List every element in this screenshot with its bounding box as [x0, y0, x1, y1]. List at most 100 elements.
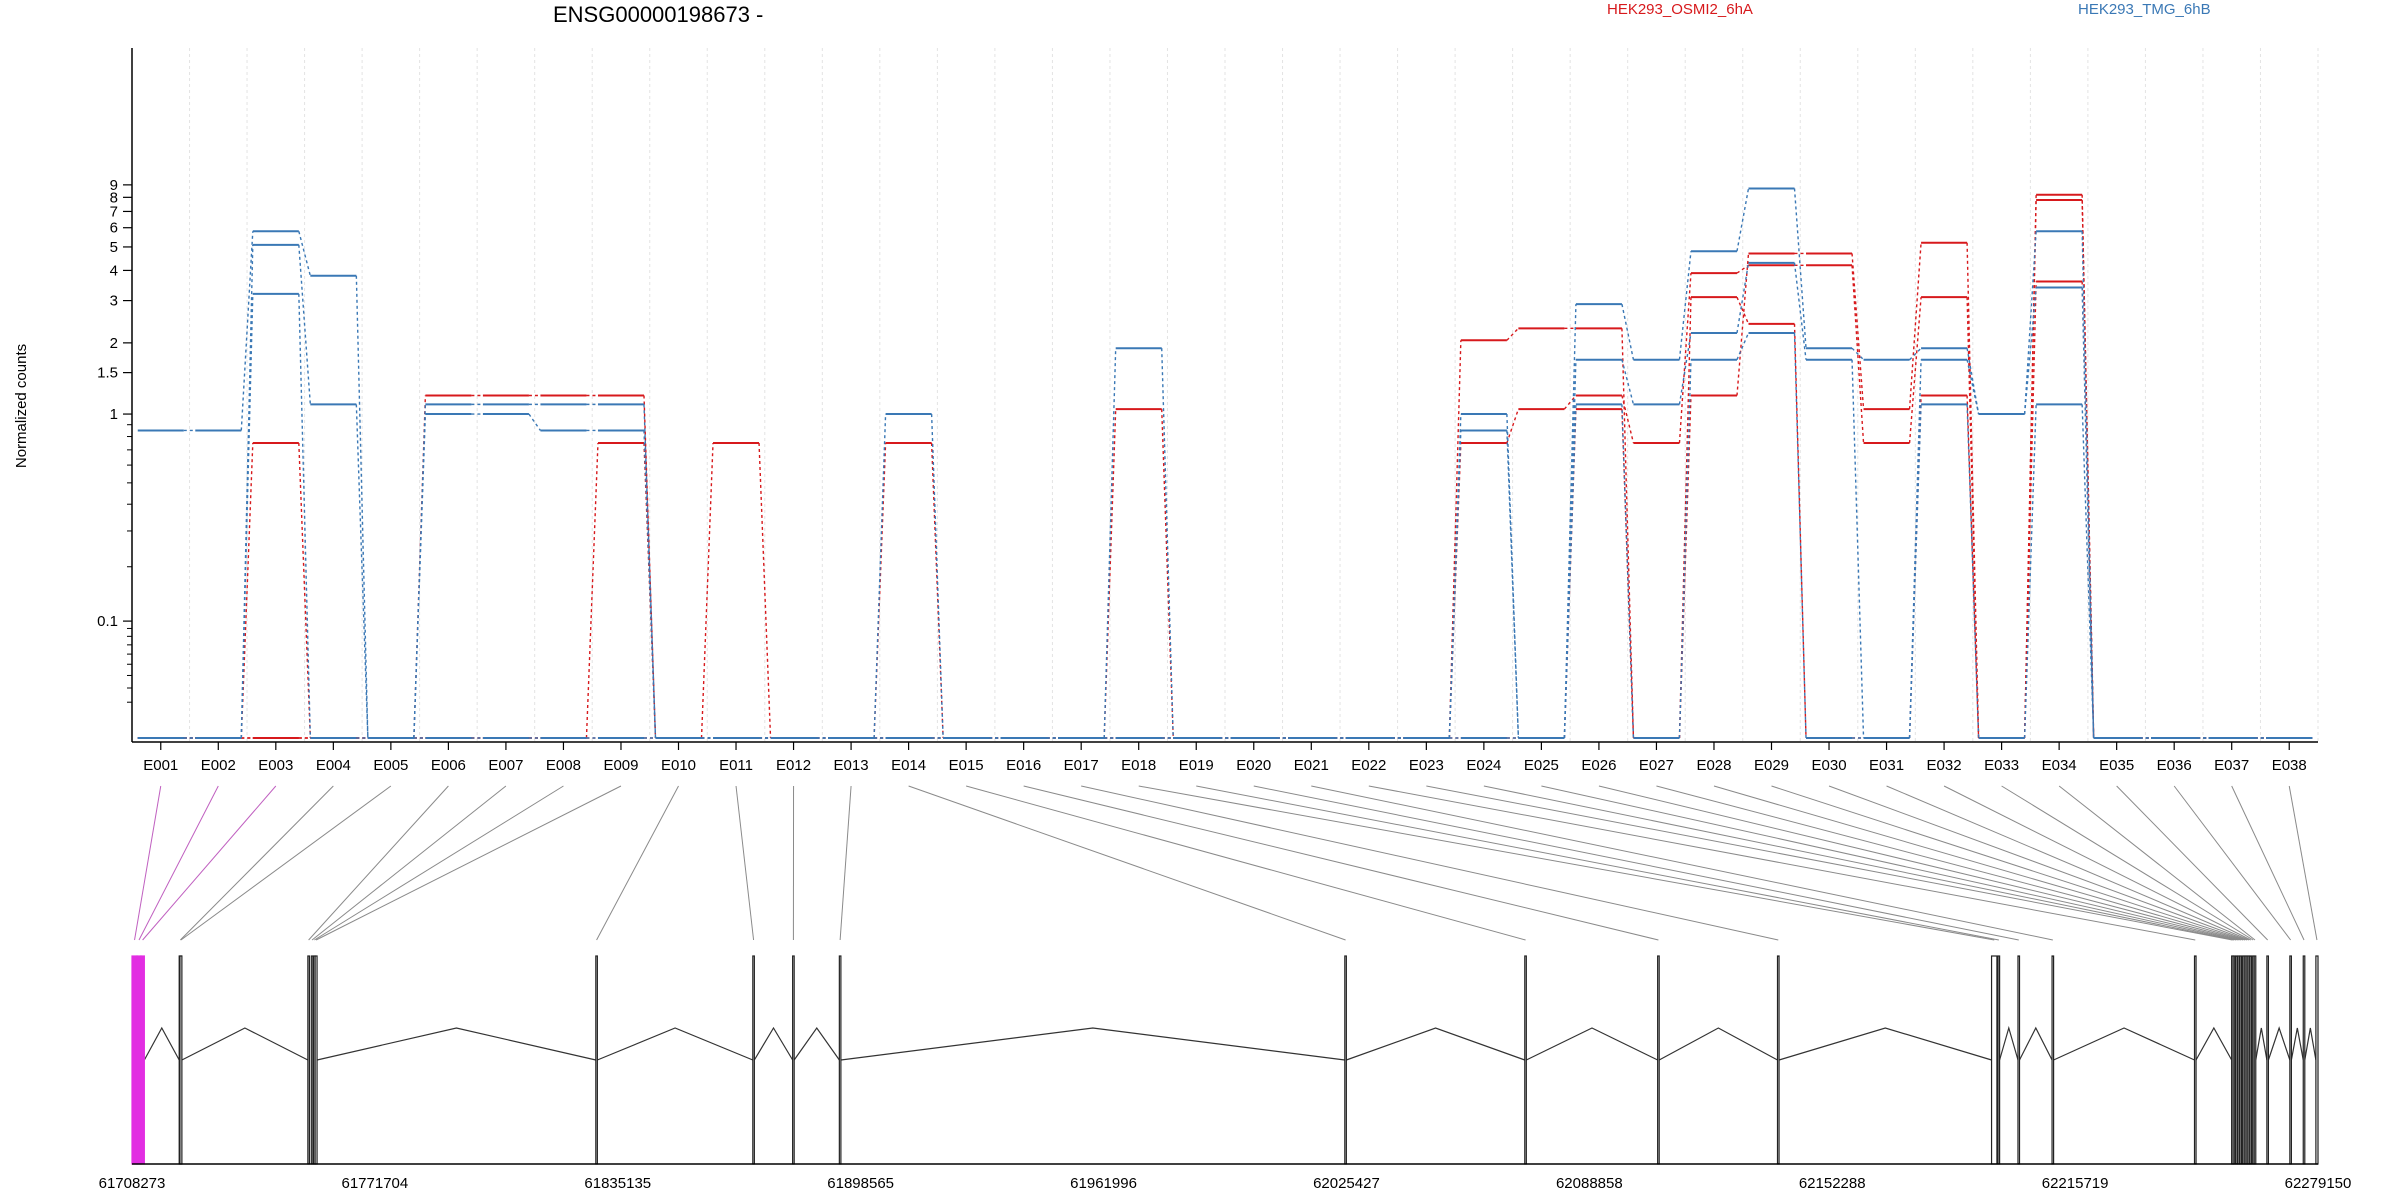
exon-box [2249, 955, 2253, 1165]
x-tick-label-e005: E005 [373, 757, 408, 774]
series-connector [413, 414, 427, 739]
coord-label: 61835135 [584, 1175, 651, 1192]
series-connector [1908, 297, 1922, 444]
exon-box [2232, 955, 2236, 1165]
series-connector [2023, 404, 2037, 739]
exon-box [2266, 955, 2270, 1165]
exon-connector [839, 785, 852, 941]
exon-box [2251, 955, 2255, 1165]
coord-label: 61771704 [342, 1175, 409, 1192]
exon-connector [308, 785, 449, 941]
exon-connector [596, 785, 679, 941]
exon-box [310, 955, 314, 1165]
series-connector [1678, 251, 1692, 360]
gene-model [131, 955, 2319, 1165]
exon-box [752, 955, 755, 1165]
exon-box [2239, 955, 2243, 1165]
intron-line [793, 1026, 840, 1061]
series-connector [298, 244, 312, 405]
x-tick-label-e012: E012 [776, 757, 811, 774]
series-connector [1621, 328, 1635, 739]
coord-label: 61898565 [827, 1175, 894, 1192]
exon-connector [2173, 785, 2292, 941]
series-connector [758, 442, 772, 739]
genomic-coordinate-axis: 61708273 61771704 61835135 61898565 61961996… [99, 1163, 2352, 1192]
exon-box [2315, 955, 2319, 1165]
x-tick-label-e032: E032 [1927, 757, 1962, 774]
exon-connector [1253, 785, 2019, 941]
exon-connector [735, 785, 755, 941]
x-tick-label-e019: E019 [1179, 757, 1214, 774]
exon-connector [311, 785, 507, 941]
series-connector [1621, 395, 1635, 444]
exon-connector [1656, 785, 2241, 941]
series-connector [298, 231, 312, 276]
series-connector [1851, 347, 1865, 361]
series-connector [2081, 404, 2095, 739]
y-axis-label: Normalized counts [13, 344, 30, 468]
x-tick-label-e026: E026 [1581, 757, 1616, 774]
x-tick-label-e020: E020 [1236, 757, 1271, 774]
x-tick-label-e034: E034 [2042, 757, 2077, 774]
exon-connector [138, 785, 219, 941]
x-tick-label-e016: E016 [1006, 757, 1041, 774]
x-tick-label-e036: E036 [2157, 757, 2192, 774]
x-tick-label-e009: E009 [603, 757, 638, 774]
y-tick-label: 2 [110, 335, 118, 352]
x-tick-label-e021: E021 [1294, 757, 1329, 774]
exon-connector [965, 785, 1526, 941]
coord-label: 62088858 [1556, 1175, 1623, 1192]
x-tick-label-e025: E025 [1524, 757, 1559, 774]
series-lines [137, 187, 2313, 739]
series-connector [1793, 188, 1807, 349]
exon-box [140, 955, 145, 1165]
y-tick-label: 9 [110, 177, 118, 194]
intron-line [1778, 1027, 1992, 1061]
exon-connector [1886, 785, 2250, 941]
series-connector [355, 275, 369, 739]
series-connector [1621, 359, 1635, 405]
series-connector [355, 404, 369, 739]
exon-connector [1368, 785, 2196, 941]
x-tick-label-e028: E028 [1696, 757, 1731, 774]
series-connector [298, 293, 312, 739]
exon-connector-lines [134, 785, 2318, 941]
x-tick-label-e011: E011 [719, 757, 753, 774]
series-connector [1908, 404, 1922, 739]
x-tick-label-e003: E003 [258, 757, 293, 774]
exon-box [2017, 955, 2021, 1165]
legend-tmg: HEK293_TMG_6hB [2078, 1, 2211, 18]
intron-line [840, 1027, 1345, 1061]
x-tick-label-e008: E008 [546, 757, 581, 774]
exon-connector [1828, 785, 2248, 941]
exon-connector [142, 785, 277, 941]
exon-connector [1426, 785, 2233, 941]
series-connector [930, 414, 944, 739]
intron-line [1346, 1027, 1525, 1061]
y-tick-label: 6 [110, 220, 118, 237]
exon-box [2051, 955, 2055, 1165]
exon-box [2245, 955, 2249, 1165]
exon-box [595, 955, 598, 1165]
chart-title: ENSG00000198673 - [553, 2, 763, 27]
y-tick-label: 8 [110, 189, 118, 206]
x-tick-label-e018: E018 [1121, 757, 1156, 774]
x-tick-label-e038: E038 [2272, 757, 2307, 774]
x-tick-label-e035: E035 [2099, 757, 2134, 774]
exon-box [2289, 955, 2292, 1165]
exon-connector [1541, 785, 2237, 941]
intron-line [2255, 1027, 2268, 1061]
x-tick-label-e010: E010 [661, 757, 696, 774]
series-connector [1161, 348, 1174, 739]
x-tick-label-e001: E001 [143, 757, 178, 774]
series-connector [930, 442, 944, 739]
series-connector [1736, 332, 1750, 360]
series-connector [2023, 231, 2037, 415]
x-tick-label-e004: E004 [316, 757, 351, 774]
exon-connector [134, 785, 162, 941]
x-tick-label-e031: E031 [1869, 757, 1904, 774]
y-tick-label: 5 [110, 239, 118, 256]
exon-connector [2116, 785, 2269, 941]
coord-label: 62279150 [2285, 1175, 2352, 1192]
y-tick-label: 0.1 [97, 613, 118, 630]
